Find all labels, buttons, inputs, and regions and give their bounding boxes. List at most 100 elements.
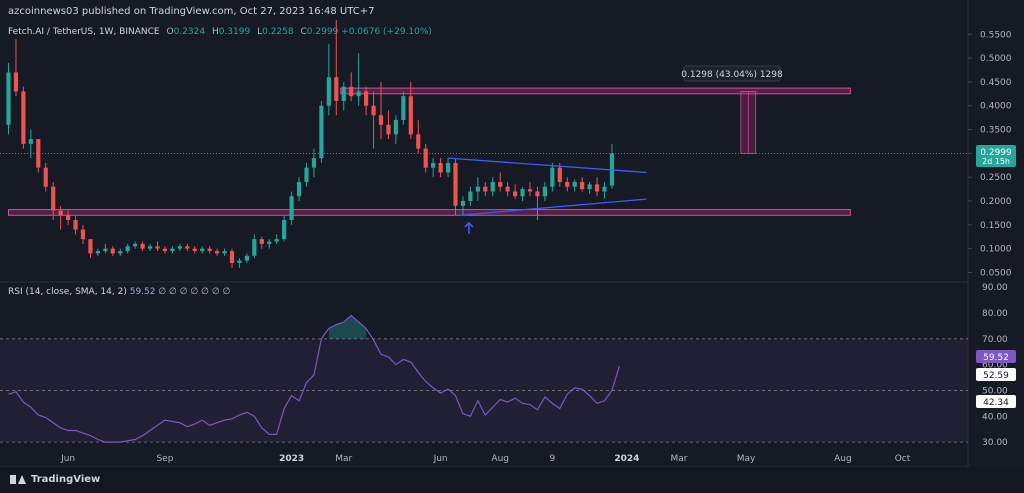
candle-up [356,91,361,97]
high-value: 0.3199 [218,27,251,37]
candle-up [572,181,577,187]
candle-up [237,260,242,263]
candle-up [431,162,436,168]
candle-down [438,162,443,173]
rsi-badges: 59.52 52.59 42.34 [976,350,1016,408]
symbol-title[interactable]: Fetch.AI / TetherUS, 1W, BINANCE [8,27,160,37]
candle-down [334,77,339,101]
rsi-tick-label: 50.00 [982,386,1008,396]
candle-up [520,189,525,197]
candle-up [147,246,153,249]
candle-down [498,181,503,187]
candle-up [542,186,547,197]
rsi-badge-lower: 42.34 [983,398,1009,408]
candle-down [505,186,510,192]
candle-down [483,186,488,192]
candle-down [51,186,56,211]
candle-down [13,72,19,92]
close-value: 0.2999 [306,27,339,37]
candle-down [513,191,518,197]
candle-down [66,215,71,221]
drawings-layer [448,157,647,234]
candle-up [341,86,346,101]
rsi-badge-value: 59.52 [983,353,1009,363]
candle-down [110,248,115,254]
measure-label: 0.1298 (43.04%) 1298 [681,70,783,80]
candle-down [594,184,600,192]
measure-label-box: 0.1298 (43.04%) 1298 [681,65,783,82]
candle-down [162,248,168,252]
candle-down [43,167,48,187]
price-tick-label: 0.4000 [980,102,1012,112]
candle-down [192,248,197,252]
candle-up [200,248,205,252]
candle-down [58,210,63,216]
rsi-line [8,314,620,443]
price-tick-label: 0.5500 [980,30,1012,40]
time-tick-label: Aug [834,454,852,464]
candle-down [453,162,458,206]
rsi-overbought-fill [328,315,367,339]
price-tick-label: 0.2000 [980,197,1012,207]
time-tick-label: Oct [895,454,911,464]
candle-up [133,243,138,247]
candle-up [602,186,607,192]
price-tick-label: 0.4500 [980,78,1012,88]
candle-down [215,251,220,254]
tradingview-brand[interactable]: TradingView [10,474,100,485]
up-arrow-icon [464,221,474,228]
candle-down [229,251,235,263]
time-tick-label: 2024 [614,454,639,464]
candle-up [252,239,257,256]
price-tick-label: 0.5000 [980,54,1012,64]
candle-up [460,201,466,206]
upper-trendline [448,157,647,174]
candle-up [125,246,130,252]
candle-down [36,139,41,168]
candle-up [103,248,108,252]
candle-down [73,220,78,230]
candle-up [222,251,227,254]
chart-canvas[interactable]: 0.55000.50000.45000.40000.35000.30000.25… [0,0,1024,467]
axes-layer: 0.55000.50000.45000.40000.35000.30000.25… [60,30,1012,464]
time-tick-label: May [737,454,756,464]
rsi-title[interactable]: RSI (14, close, SMA, 14, 2) [8,287,127,297]
rsi-tick-label: 40.00 [982,412,1008,422]
candle-up [393,120,398,135]
low-value: 0.2258 [262,27,294,37]
candle-down [259,239,264,244]
rsi-layer [0,314,968,443]
resistance-zone [340,87,851,95]
price-badge: 0.2999 2d 15h [976,145,1016,167]
candle-up [267,241,272,244]
candle-up [296,181,302,197]
candle-down [378,115,384,125]
price-tick-label: 0.1000 [980,245,1012,255]
candle-down [386,124,391,135]
candle-down [155,246,160,249]
candle-down [207,248,212,252]
price-tick-label: 0.1500 [980,221,1012,231]
high-label: H [211,27,219,37]
time-tick-label: 2023 [279,454,304,464]
support-zone [8,209,851,216]
candle-down [21,91,26,144]
candle-up [326,77,331,106]
brand-name: TradingView [31,474,101,485]
candle-down [416,134,421,149]
time-tick-label: Sep [156,454,173,464]
rsi-legend-placeholders: ∅ ∅ ∅ ∅ ∅ ∅ ∅ [158,287,231,297]
footer-bar [0,467,1024,493]
candle-up [587,184,592,190]
open-value: 0.2324 [173,27,206,37]
candle-up [118,251,123,254]
rsi-tick-label: 70.00 [982,335,1008,345]
candle-down [88,239,93,254]
time-tick-label: Jun [433,454,448,464]
candle-down [527,189,533,192]
price-tick-label: 0.3500 [980,126,1012,136]
symbol-legend: Fetch.AI / TetherUS, 1W, BINANCE O0.2324… [8,27,432,37]
candle-up [475,186,480,192]
change-value: +0.0676 (+29.10%) [341,27,432,37]
